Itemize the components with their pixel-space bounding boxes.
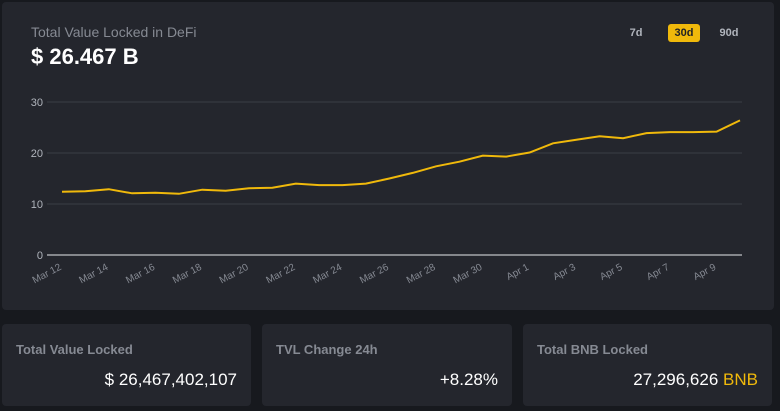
tvl-total-value: $ 26.467 B (31, 44, 139, 69)
card-label: Total Value Locked (16, 342, 133, 357)
chart-title: Total Value Locked in DeFi (31, 24, 197, 40)
x-tick-label: Apr 1 (505, 262, 532, 283)
card-total-bnb-locked: Total BNB Locked 27,296,626 BNB (523, 324, 772, 406)
tab-90d[interactable]: 90d (719, 27, 739, 39)
x-tick-label: Mar 24 (311, 262, 344, 287)
tvl-chart-panel: Total Value Locked in DeFi $ 26.467 B 7d… (2, 2, 774, 310)
y-tick-label: 0 (37, 250, 43, 262)
x-tick-label: Apr 5 (598, 262, 625, 283)
card-total-value-locked: Total Value Locked $ 26,467,402,107 (2, 324, 251, 406)
card-value: 27,296,626 BNB (633, 370, 758, 389)
x-tick-label: Mar 20 (218, 262, 251, 287)
x-tick-label: Mar 14 (78, 262, 111, 287)
bnb-unit: BNB (723, 370, 758, 389)
x-tick-label: Mar 26 (358, 262, 391, 287)
y-tick-label: 20 (31, 148, 43, 160)
card-label: Total BNB Locked (537, 342, 648, 357)
x-tick-label: Apr 7 (645, 262, 672, 283)
x-tick-label: Mar 30 (452, 262, 485, 287)
card-value: +8.28% (439, 370, 498, 389)
x-tick-label: Mar 18 (171, 262, 204, 287)
tab-30d[interactable]: 30d (668, 24, 700, 42)
card-tvl-change-24h: TVL Change 24h +8.28% (262, 324, 512, 406)
tvl-series-line (61, 119, 741, 195)
x-tick-label: Mar 16 (124, 262, 157, 287)
tab-7d[interactable]: 7d (629, 27, 643, 39)
y-axis: 0 10 20 30 (31, 97, 43, 262)
card-value: $ 26,467,402,107 (104, 370, 237, 389)
chart-grid (47, 101, 742, 256)
x-tick-label: Mar 12 (31, 262, 64, 287)
x-tick-label: Mar 28 (405, 262, 438, 287)
y-tick-label: 10 (31, 199, 43, 211)
x-tick-label: Mar 22 (265, 262, 298, 287)
y-tick-label: 30 (31, 97, 43, 109)
x-tick-label: Apr 9 (692, 262, 719, 283)
x-axis: Mar 12 Mar 14 Mar 16 Mar 18 Mar 20 Mar 22 Mar … (31, 262, 719, 287)
x-tick-label: Apr 3 (551, 262, 578, 283)
card-label: TVL Change 24h (276, 342, 378, 357)
